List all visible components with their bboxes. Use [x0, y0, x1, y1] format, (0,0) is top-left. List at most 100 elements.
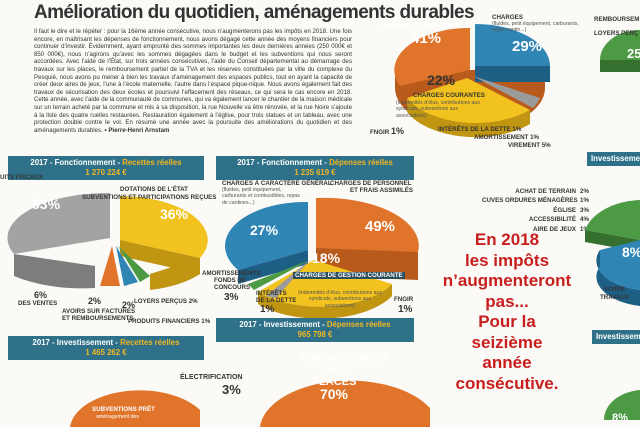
df-label-fngir: FNGIR	[394, 296, 414, 303]
right-item-1: ACHAT DE TERRAIN	[515, 188, 576, 195]
rf-pct-dotations: 36%	[160, 206, 189, 222]
right-item-2-pct: 1%	[580, 197, 589, 205]
rf-pct-avoirs: 2%	[88, 296, 102, 306]
banner-fonct-recettes-hl: Recettes réelles	[122, 158, 182, 167]
banner-fonct-recettes-amount: 1 270 224 €	[85, 168, 127, 177]
rf-label-subventions: SUBVENTIONS ET PARTICIPATIONS REÇUES	[82, 194, 217, 201]
id-amenagement-line2: DES PLACES	[311, 364, 357, 388]
right-list-pcts: 2% 1% 3% 4% 1%	[580, 187, 598, 234]
rf-financiers-pct: 1%	[201, 318, 211, 325]
df-label-gestion: CHARGES DE GESTION COURANTE	[293, 272, 405, 280]
banner-invest-depenses-hl: Dépenses réelles	[326, 320, 391, 329]
right-item-1-pct: 2%	[580, 188, 589, 195]
df-label-interets2: DE LA DETTE	[256, 297, 297, 304]
top-amort-pct: 1%	[530, 134, 540, 141]
right-item-4-pct: 4%	[580, 216, 589, 224]
top-pie-slice-courantes	[407, 78, 530, 124]
article-text: Il faut le dire et le répéter : pour la …	[34, 28, 352, 134]
banner-fonct-recettes: 2017 - Fonctionnement - Recettes réelles…	[8, 156, 204, 180]
top-amort-text: AMORTISSEMENT	[474, 134, 529, 141]
banner-fonct-recettes-prefix: 2017 - Fonctionnement -	[30, 158, 123, 167]
top-label-interets: INTÉRÊTS DE LA DETTE 1%	[438, 126, 521, 133]
df-label-personnel: CHARGES DE PERSONNEL	[330, 180, 412, 187]
right-item-3-pct: 3%	[580, 206, 589, 214]
right-pct-voirie: 8%	[622, 244, 640, 260]
df-label-amort: AMORTISSEMENTS	[202, 270, 261, 277]
id-label-amenagement: AMÉNAGEMENT DES PLACES 70%	[300, 352, 387, 402]
top-label-fngir: FNGIR 1%	[370, 126, 404, 137]
callout-line-1: En 2018	[474, 230, 540, 249]
right-list-labels: ACHAT DE TERRAIN CUVES ORDURES MÉNAGÈRES…	[482, 187, 578, 234]
df-pct-gestion: 18%	[312, 250, 341, 266]
right-mid-pie	[585, 200, 640, 306]
top-label-courantes-note: (indemnités d’élus, contributions aux sy…	[396, 100, 480, 119]
callout-line-2: les impôts	[464, 250, 550, 270]
df-pct-personnel: 49%	[365, 218, 396, 235]
invest-depenses-chart	[260, 380, 430, 427]
rf-label-avoirs: AVOIRS SUR FACTURES	[62, 308, 136, 315]
page-title: Amélioration du quotidien, aménagements …	[34, 2, 475, 23]
callout-impots: En 2018 les impôts n’augmenteront pas...…	[432, 230, 582, 394]
df-pct-interets: 1%	[260, 304, 275, 315]
top-label-amort: AMORTISSEMENT 1%	[474, 134, 539, 141]
banner-invest-right-2: Investissement	[592, 330, 640, 344]
banner-fonct-depenses-prefix: 2017 - Fonctionnement -	[237, 158, 330, 167]
banner-invest-recettes-amount: 1 465 262 €	[85, 348, 127, 357]
callout-line-7: année	[482, 353, 532, 372]
df-pct-charges-gen: 27%	[250, 222, 279, 238]
df-label-interets: INTÉRÊTS	[256, 290, 287, 297]
rf-label-fiscaux: UITS FISCAUX	[0, 174, 43, 181]
df-label-amort2: FONDS DE	[214, 277, 246, 284]
top-interets-text: INTÉRÊTS DE LA DETTE	[438, 126, 511, 133]
rf-pct-fiscaux: 53%	[32, 196, 61, 212]
banner-invest-recettes-prefix: 2017 - Investissement -	[32, 338, 121, 347]
right-label-voirie: VOIRIE	[604, 286, 625, 293]
top-pct-charges: 29%	[512, 38, 543, 55]
callout-line-5: Pour la	[478, 312, 536, 331]
depenses-fonct-chart	[225, 197, 419, 319]
right-item-2: CUVES ORDURES MÉNAGÈRES	[482, 197, 578, 205]
right-item-5: AIRE DE JEUX	[533, 225, 576, 233]
top-fngir-text: FNGIR	[370, 129, 390, 136]
article-signature: Pierre-Henri Arnstam	[108, 126, 170, 134]
df-label-gestion-note: (indemnités d’élus, contributions aux sy…	[298, 290, 382, 309]
rf-slice-dotations	[120, 196, 208, 258]
df-pct-amort: 3%	[224, 292, 239, 303]
rf-loyers-pct: 2%	[188, 298, 198, 305]
rf-loyers-text: LOYERS PERÇUS	[134, 298, 187, 305]
top-label-charges-note: (fluides, petit équipement, carburants, …	[492, 21, 579, 34]
banner-fonct-depenses-hl: Dépenses réelles	[329, 158, 393, 167]
right-label-voirie2: TRAVAUX	[600, 294, 629, 301]
banner-invest-depenses-prefix: 2017 - Investissement -	[239, 320, 327, 329]
top-fngir-pct: 1%	[390, 126, 404, 136]
right-label-loyers: LOYERS PERÇ	[594, 30, 639, 37]
df-label-amort3: CONCOURS	[214, 284, 251, 291]
callout-line-3: n’augmenteront	[442, 271, 572, 290]
banner-fonct-depenses-amount: 1 235 619 €	[294, 168, 336, 177]
recettes-fonct-chart	[7, 192, 208, 290]
article-body: Il faut le dire et le répéter : pour la …	[34, 28, 352, 134]
top-pct-personnel: 41%	[411, 30, 442, 47]
callout-line-8: consécutive.	[455, 373, 559, 393]
top-pie-slice-charges	[475, 24, 550, 66]
right-pct-bottom: 8%	[612, 412, 628, 424]
rf-label-loyers: LOYERS PERÇUS 2%	[134, 298, 198, 305]
banner-invest-recettes-hl: Recettes réelles	[120, 338, 180, 347]
rf-label-ventes: DES VENTES	[18, 300, 58, 307]
top-label-virement: VIREMENT 5%	[508, 142, 551, 149]
top-pct-courantes: 22%	[427, 72, 456, 88]
right-item-5-pct: 1%	[580, 225, 589, 233]
top-pie-chart	[394, 24, 550, 138]
rf-label-financiers: PRODUITS FINANCIERS 1%	[128, 318, 210, 325]
callout-line-4: pas...	[485, 291, 529, 311]
right-bottom-pie	[603, 390, 640, 420]
top-pie-slice-personnel	[394, 27, 470, 86]
rf-label-dotations: DOTATIONS DE L’ÉTAT	[120, 186, 188, 193]
right-item-4: ACCESSIBILITÉ	[528, 216, 576, 224]
rf-pct-ventes: 6%	[34, 290, 48, 300]
top-interets-pct: 1%	[512, 126, 522, 133]
id-pct-amenagement: 70%	[319, 386, 349, 402]
right-pct-top: 25	[627, 46, 640, 61]
top-label-charges: CHARGES	[492, 14, 523, 21]
rf-pct-avoirs-small: 2%	[122, 300, 136, 310]
